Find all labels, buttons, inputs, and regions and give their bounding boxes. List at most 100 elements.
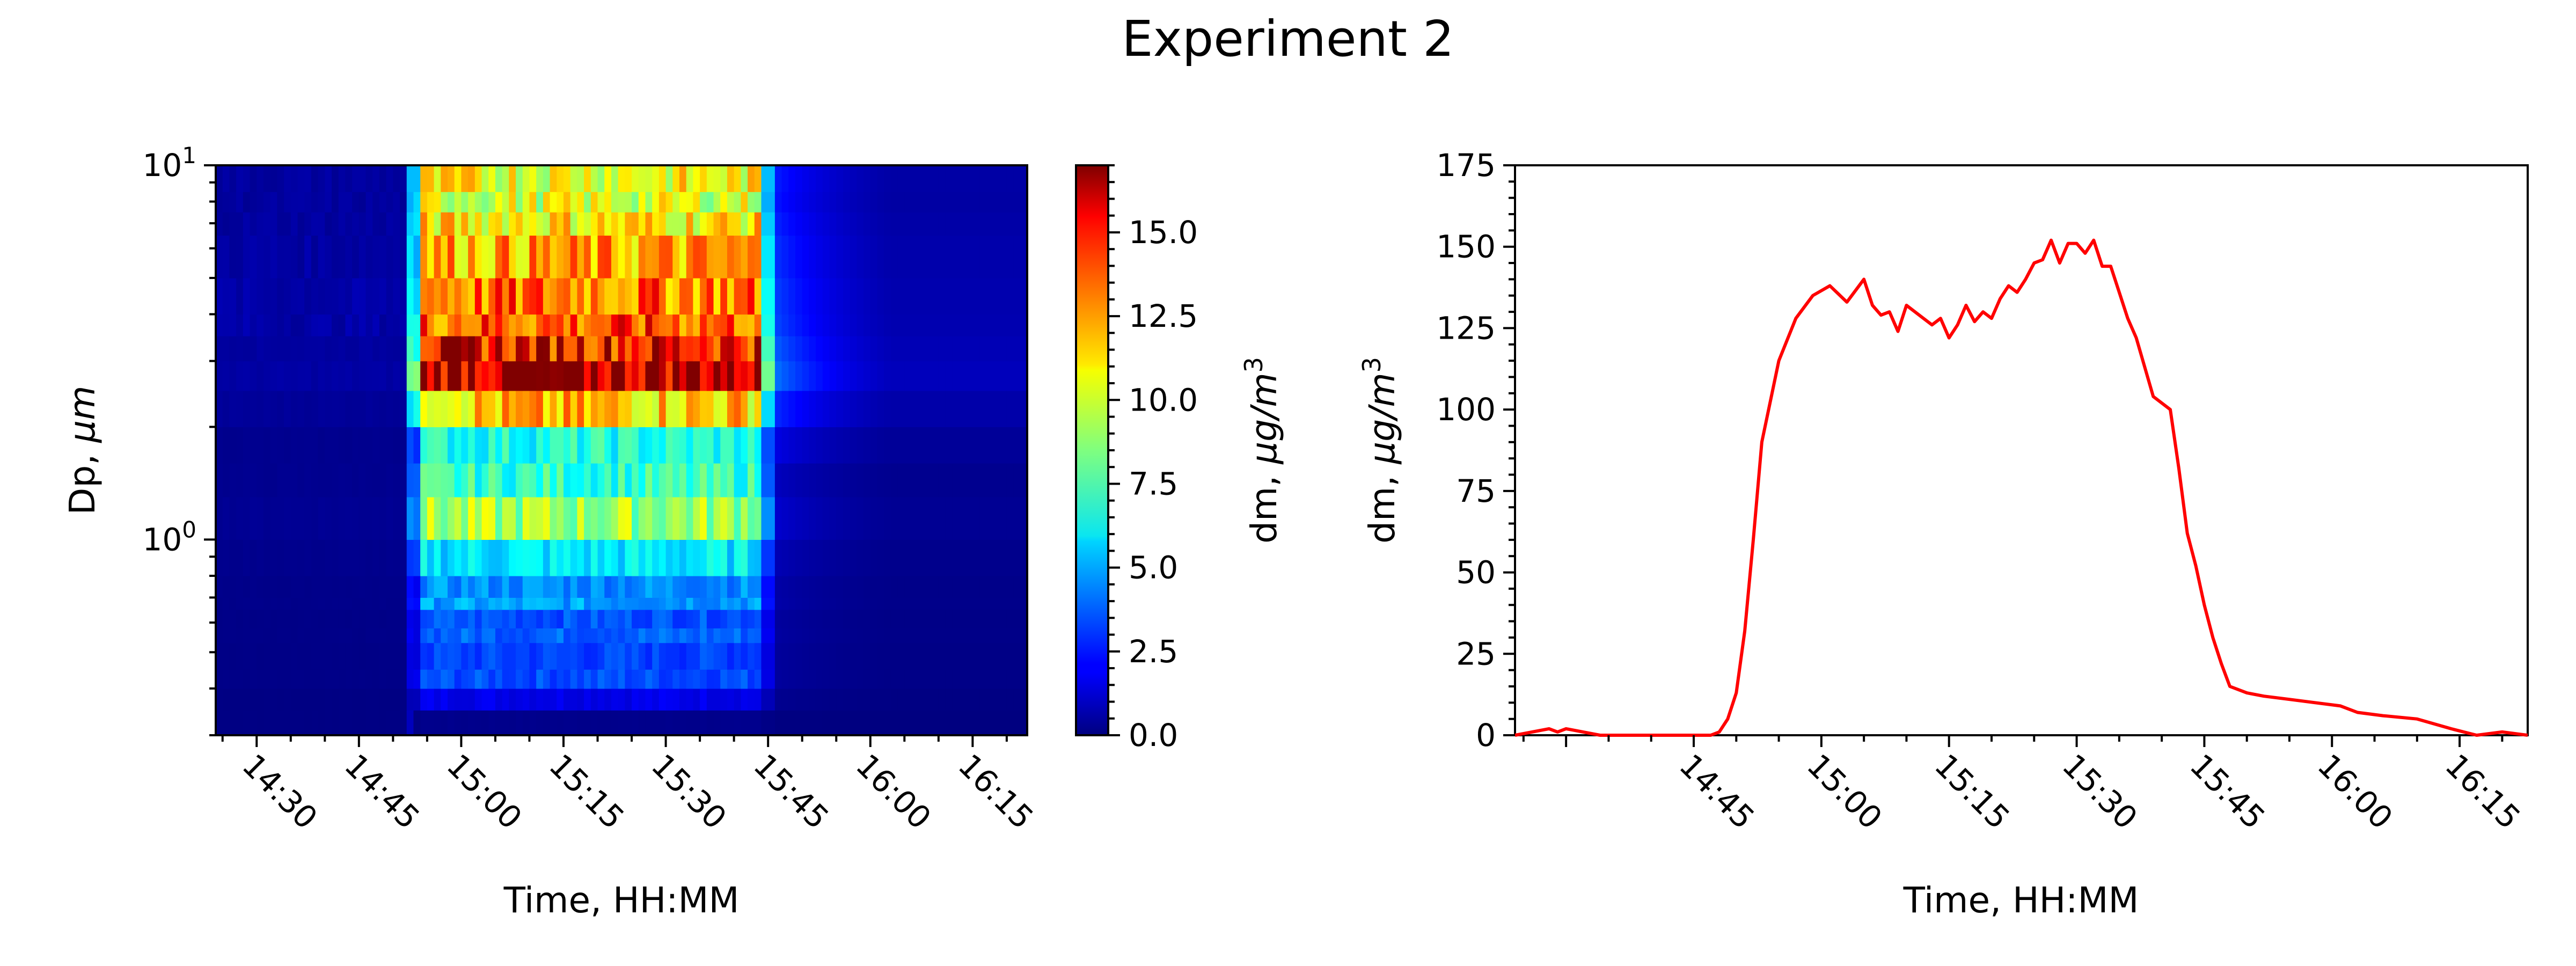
heatmap-cell <box>822 277 830 315</box>
heatmap-cell <box>857 212 864 236</box>
heatmap-cell <box>632 235 639 279</box>
heatmap-cells <box>216 165 1028 736</box>
heatmap-cell <box>741 463 748 497</box>
heatmap-cell <box>863 335 871 362</box>
heatmap-cell <box>686 710 694 736</box>
heatmap-cell <box>1006 688 1014 711</box>
heatmap-cell <box>332 597 339 610</box>
heatmap-cell <box>564 192 571 213</box>
heatmap-cell <box>345 335 353 362</box>
heatmap-cell <box>1006 575 1014 598</box>
heatmap-cell <box>468 642 475 670</box>
heatmap-cell <box>250 642 257 670</box>
heatmap-cell <box>693 212 700 236</box>
heatmap-cell <box>338 277 346 315</box>
heatmap-cell <box>570 212 578 236</box>
heatmap-cell <box>822 642 830 670</box>
heatmap-cell <box>638 609 646 628</box>
heatmap-cell <box>958 628 967 643</box>
heatmap-cell <box>618 463 625 497</box>
heatmap-cell <box>645 212 653 236</box>
heatmap-cell <box>257 390 264 428</box>
heatmap-cell <box>720 539 728 576</box>
heatmap-cell <box>774 314 782 336</box>
heatmap-cell <box>1006 539 1014 576</box>
heatmap-cell <box>427 192 435 213</box>
heatmap-cell <box>386 335 393 362</box>
heatmap-cell <box>952 463 960 497</box>
heatmap-cell <box>550 212 557 236</box>
heatmap-cell <box>352 277 360 315</box>
heatmap-cell <box>958 427 967 464</box>
heatmap-cell <box>932 361 939 391</box>
heatmap-cell <box>420 390 428 428</box>
heatmap-cell <box>748 361 755 391</box>
heatmap-cell <box>645 609 653 628</box>
heatmap-cell <box>822 235 830 279</box>
heatmap-cell <box>263 212 271 236</box>
heatmap-cell <box>393 669 400 689</box>
heatmap-cell <box>590 165 598 192</box>
heatmap-cell <box>727 628 735 643</box>
heatmap-chart: 14:30 14:45 15:00 15:15 15:30 15:45 16:00 16:15… <box>62 142 1041 921</box>
heatmap-cell <box>590 710 598 736</box>
heatmap-cell <box>741 496 748 540</box>
heatmap-cell <box>774 361 782 391</box>
heatmap-cell <box>481 212 489 236</box>
heatmap-cell <box>945 710 953 736</box>
heatmap-cell <box>400 335 407 362</box>
heatmap-cell <box>972 609 980 628</box>
heatmap-cell <box>658 688 667 711</box>
heatmap-cell <box>481 710 489 736</box>
heatmap-cell <box>986 235 994 279</box>
heatmap-cell <box>672 212 680 236</box>
heatmap-cell <box>229 235 237 279</box>
heatmap-cell <box>584 192 591 213</box>
heatmap-cell <box>638 165 646 192</box>
heatmap-cell <box>952 575 960 598</box>
heatmap-cell <box>229 335 237 362</box>
heatmap-cell <box>822 212 830 236</box>
heatmap-cell <box>590 463 598 497</box>
heatmap-cell <box>672 165 680 192</box>
heatmap-cell <box>1000 575 1007 598</box>
x-tick-label: 16:15 <box>951 747 1040 836</box>
heatmap-cell <box>448 575 455 598</box>
heatmap-cell <box>979 277 987 315</box>
heatmap-cell <box>529 496 537 540</box>
heatmap-cell <box>638 427 646 464</box>
heatmap-cell <box>543 669 551 689</box>
heatmap-cell <box>454 277 462 315</box>
heatmap-cell <box>216 642 223 670</box>
heatmap-cell <box>304 361 312 391</box>
heatmap-cell <box>904 427 912 464</box>
heatmap-cell <box>911 628 919 643</box>
heatmap-cell <box>890 597 898 610</box>
heatmap-cell <box>427 496 435 540</box>
heatmap-cell <box>250 335 257 362</box>
heatmap-cell <box>420 212 428 236</box>
heatmap-cell <box>577 463 584 497</box>
heatmap-cell <box>290 277 298 315</box>
heatmap-cell <box>318 688 325 711</box>
heatmap-cell <box>338 575 346 598</box>
heatmap-cell <box>700 235 707 279</box>
heatmap-cell <box>611 235 619 279</box>
heatmap-cell <box>774 628 782 643</box>
heatmap-cell <box>448 165 455 192</box>
heatmap-cell <box>972 335 980 362</box>
heatmap-cell <box>222 496 230 540</box>
heatmap-cell <box>597 597 605 610</box>
heatmap-cell <box>925 335 932 362</box>
heatmap-cell <box>311 609 319 628</box>
heatmap-cell <box>686 642 694 670</box>
heatmap-cell <box>857 539 864 576</box>
heatmap-cell <box>604 688 612 711</box>
heatmap-cell <box>250 235 257 279</box>
heatmap-cell <box>311 710 319 736</box>
heatmap-cell <box>829 235 837 279</box>
heatmap-cell <box>358 277 367 315</box>
heatmap-cell <box>979 669 987 689</box>
heatmap-cell <box>318 642 325 670</box>
heatmap-cell <box>979 642 987 670</box>
